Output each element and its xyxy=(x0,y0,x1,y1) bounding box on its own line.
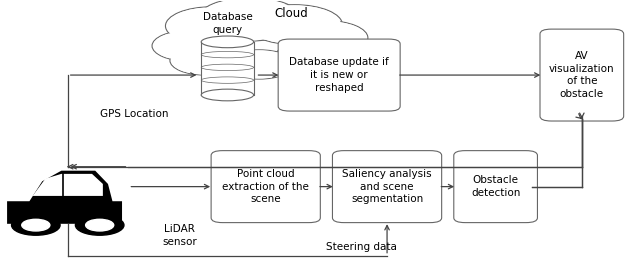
Circle shape xyxy=(22,219,50,231)
Text: Cloud: Cloud xyxy=(275,7,308,20)
Circle shape xyxy=(285,21,368,55)
Circle shape xyxy=(224,50,294,79)
Circle shape xyxy=(199,0,301,40)
Circle shape xyxy=(76,215,124,235)
FancyBboxPatch shape xyxy=(278,39,400,111)
FancyBboxPatch shape xyxy=(211,151,320,223)
Ellipse shape xyxy=(201,89,253,101)
Text: Point cloud
extraction of the
scene: Point cloud extraction of the scene xyxy=(222,169,309,205)
Text: Obstacle
detection: Obstacle detection xyxy=(471,175,520,198)
Circle shape xyxy=(152,30,226,61)
FancyBboxPatch shape xyxy=(540,29,623,121)
Text: LiDAR
sensor: LiDAR sensor xyxy=(162,224,197,247)
PathPatch shape xyxy=(7,171,122,224)
Circle shape xyxy=(171,46,239,75)
Text: GPS Location: GPS Location xyxy=(100,109,168,119)
Text: Database update if
it is new or
reshaped: Database update if it is new or reshaped xyxy=(289,57,389,93)
Circle shape xyxy=(12,215,60,235)
Circle shape xyxy=(166,7,257,45)
Circle shape xyxy=(167,7,256,45)
Circle shape xyxy=(286,21,367,55)
FancyBboxPatch shape xyxy=(454,151,538,223)
PathPatch shape xyxy=(33,174,103,196)
Circle shape xyxy=(275,41,352,72)
Text: AV
visualization
of the
obstacle: AV visualization of the obstacle xyxy=(549,51,614,99)
Circle shape xyxy=(225,50,293,78)
Circle shape xyxy=(170,46,240,75)
Ellipse shape xyxy=(201,36,253,48)
Circle shape xyxy=(246,5,342,45)
Circle shape xyxy=(153,31,225,61)
Circle shape xyxy=(197,0,302,41)
Circle shape xyxy=(86,219,114,231)
Text: Saliency analysis
and scene
segmentation: Saliency analysis and scene segmentation xyxy=(342,169,432,205)
Bar xyxy=(201,42,253,95)
Text: Database
query: Database query xyxy=(202,12,252,35)
FancyBboxPatch shape xyxy=(332,151,442,223)
Circle shape xyxy=(276,41,351,72)
Circle shape xyxy=(248,5,341,44)
Text: Steering data: Steering data xyxy=(326,242,397,252)
